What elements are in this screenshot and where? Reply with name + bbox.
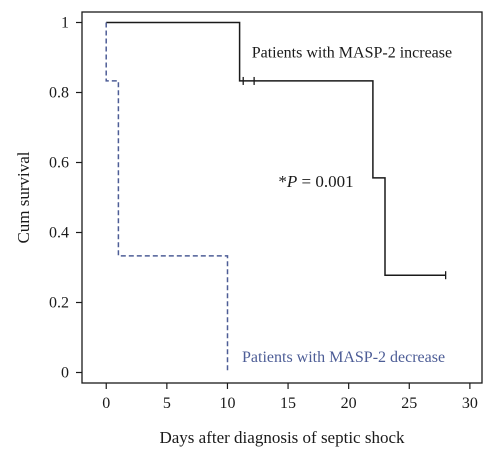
y-tick-label-3: 0.6 [49, 155, 69, 172]
annotation-masp2-decrease: Patients with MASP-2 decrease [242, 349, 445, 366]
p-value-label: *P = 0.001 [278, 172, 353, 191]
p-value-rest: = 0.001 [297, 172, 353, 191]
series-line-0 [106, 21, 446, 276]
p-value-prefix: * [278, 172, 287, 191]
y-tick-label-5: 1 [61, 15, 69, 32]
y-tick-label-1: 0.2 [49, 295, 69, 312]
x-tick-label-10: 10 [219, 395, 235, 412]
x-tick-label-30: 30 [462, 395, 478, 412]
annotation-masp2-increase: Patients with MASP-2 increase [252, 45, 452, 62]
x-tick-label-0: 0 [102, 395, 110, 412]
y-tick-label-0: 0 [61, 365, 69, 382]
x-tick-label-5: 5 [163, 395, 171, 412]
x-tick-label-20: 20 [341, 395, 357, 412]
y-tick-label-4: 0.8 [49, 85, 69, 102]
axis-layer: 0 5 10 15 20 25 30 0 0.2 0.4 0.6 0.8 1 [49, 15, 478, 413]
x-tick-label-15: 15 [280, 395, 296, 412]
y-tick-label-2: 0.4 [49, 225, 69, 242]
x-axis-title: Days after diagnosis of septic shock [159, 428, 405, 447]
x-tick-label-25: 25 [401, 395, 417, 412]
series-line-1 [105, 22, 229, 373]
y-axis-title: Cum survival [14, 151, 33, 243]
p-value-symbol: P [286, 172, 297, 191]
series-layer [105, 21, 447, 373]
plot-frame [81, 11, 483, 384]
